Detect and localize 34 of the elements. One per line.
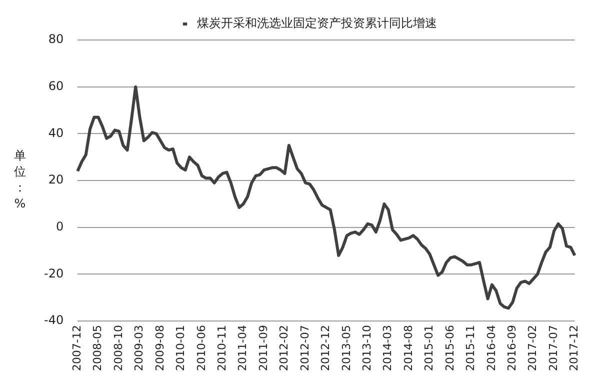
y-tick-label: 20: [48, 172, 64, 187]
y-tick-label: 0: [56, 219, 64, 234]
x-tick-label: 2008-05: [91, 325, 104, 372]
x-tick-label: 2011-04: [236, 325, 250, 372]
y-tick-label: 40: [48, 126, 64, 140]
x-tick-label: 2017-12: [568, 325, 581, 372]
x-tick-label: 2017-07: [546, 325, 560, 372]
y-tick-label: 60: [48, 78, 64, 93]
x-tick-label: 2010-01: [174, 325, 188, 372]
x-tick-label: 2014-03: [381, 325, 394, 372]
x-tick-label: 2013-05: [340, 325, 353, 372]
y-tick-label: 80: [48, 32, 64, 46]
x-tick-label: 2015-06: [443, 325, 456, 372]
x-tick-label: 2012-07: [298, 325, 312, 372]
x-tick-label: 2015-01: [422, 325, 436, 372]
y-axis-title: 单位：%: [14, 148, 26, 211]
x-tick-label: 2014-08: [402, 325, 415, 372]
x-tick-label: 2016-04: [484, 325, 498, 372]
x-tick-label: 2011-09: [256, 325, 270, 372]
legend-label: 煤炭开采和洗选业固定资产投资累计同比增速: [197, 16, 437, 30]
x-tick-label: 2012-02: [278, 325, 291, 372]
x-tick-label: 2009-08: [153, 325, 166, 372]
x-tick-label: 2010-06: [194, 325, 208, 372]
x-tick-label: 2017-02: [526, 325, 540, 372]
y-tick-label: -20: [44, 266, 64, 280]
x-tick-label: 2009-03: [132, 325, 146, 372]
x-tick-label: 2008-10: [112, 325, 125, 372]
x-tick-label: 2007-12: [70, 325, 84, 372]
y-tick-label: -40: [44, 313, 64, 328]
x-tick-label: 2013-10: [360, 325, 374, 372]
x-tick-label: 2012-12: [319, 325, 332, 372]
x-tick-label: 2015-11: [464, 325, 478, 372]
x-tick-label: 2010-11: [215, 325, 228, 372]
x-tick-label: 2016-09: [506, 325, 519, 372]
